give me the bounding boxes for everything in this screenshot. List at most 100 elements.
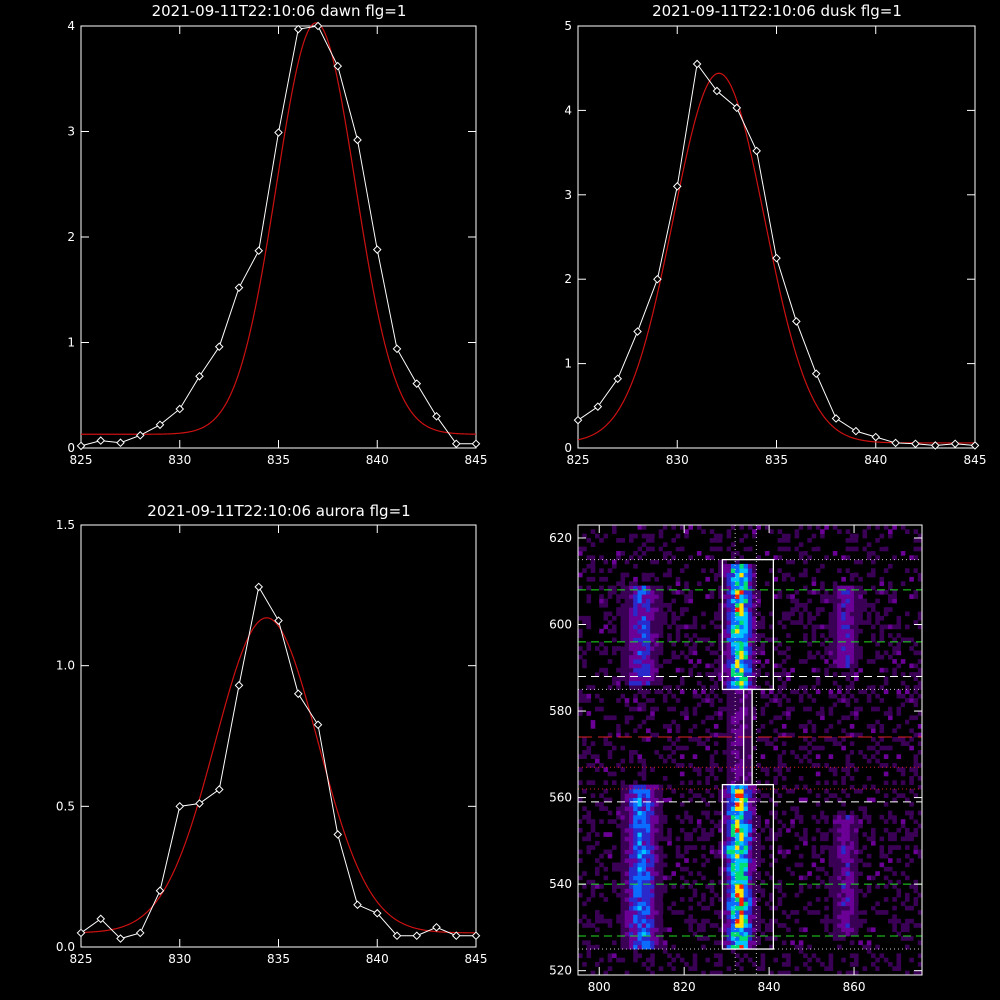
heatmap-cell <box>913 819 919 824</box>
heatmap-cell <box>603 832 609 837</box>
heatmap-cell <box>862 529 868 534</box>
heatmap-cell <box>730 568 736 573</box>
heatmap-cell <box>578 646 583 651</box>
heatmap-cell <box>726 693 732 699</box>
heatmap-cell <box>662 698 668 703</box>
heatmap-cell <box>862 602 868 608</box>
heatmap-cell <box>586 849 592 855</box>
heatmap-cell <box>718 970 723 976</box>
heatmap-cell <box>654 650 659 656</box>
heatmap-cell <box>726 620 732 625</box>
heatmap-cell <box>709 936 715 941</box>
heatmap-cell <box>722 663 727 669</box>
heatmap-cell <box>582 615 587 621</box>
heatmap-cell <box>841 931 846 937</box>
heatmap-cell <box>841 594 846 599</box>
heatmap-cell <box>752 931 757 937</box>
heatmap-cell <box>756 875 761 881</box>
heatmap-cell <box>709 819 715 824</box>
heatmap-cell <box>845 624 851 630</box>
heatmap-cell <box>578 754 583 759</box>
heatmap-cell <box>781 776 787 781</box>
heatmap-cell <box>599 819 604 824</box>
heatmap-cell <box>586 624 592 630</box>
heatmap-cell <box>629 927 634 933</box>
heatmap-cell <box>866 525 872 530</box>
heatmap-cell <box>616 763 621 768</box>
heatmap-cell <box>896 724 902 729</box>
heatmap-cell <box>747 776 753 781</box>
heatmap-cell <box>739 525 744 530</box>
aurora-data-point <box>313 720 323 730</box>
heatmap-cell <box>879 615 885 621</box>
dawn-y-tick-label: 3 <box>67 125 75 139</box>
heatmap-cell <box>629 750 634 755</box>
heatmap-cell <box>747 693 753 699</box>
heatmap-cell <box>637 628 643 634</box>
dusk-data-point <box>891 438 900 448</box>
heatmap-cell <box>803 797 808 803</box>
heatmap-cell <box>794 810 800 816</box>
heatmap-cell <box>747 598 753 604</box>
heatmap-cell <box>824 763 829 768</box>
heatmap-cell <box>773 745 778 751</box>
heatmap-cell <box>654 672 659 677</box>
heatmap-cell <box>841 927 846 933</box>
heatmap-cell <box>629 758 634 764</box>
heatmap-cell <box>658 879 664 885</box>
heatmap-cell <box>820 654 825 660</box>
heatmap-cell <box>905 827 910 833</box>
heatmap-cell <box>837 650 842 656</box>
heatmap-cell <box>905 836 910 842</box>
heatmap-cell <box>722 923 727 928</box>
heatmap-cell <box>629 788 634 794</box>
heatmap-cell <box>854 840 859 846</box>
heatmap-cell <box>595 672 600 677</box>
heatmap-cell <box>735 776 740 781</box>
heatmap-cell <box>905 862 910 868</box>
heatmap-cell <box>909 918 914 924</box>
heatmap-cell <box>905 685 910 690</box>
heatmap-cell <box>735 810 740 816</box>
heatmap-cell <box>629 706 634 712</box>
heatmap-cell <box>646 823 651 829</box>
heatmap-cell <box>735 910 740 915</box>
heatmap-cell <box>624 719 630 725</box>
heatmap-cell <box>743 901 749 907</box>
heatmap-cell <box>845 689 851 695</box>
heatmap-cell <box>629 581 634 586</box>
heatmap-cell <box>603 667 609 673</box>
heatmap-cell <box>633 845 638 850</box>
heatmap-cell <box>735 641 740 647</box>
heatmap-cell <box>760 724 766 729</box>
heatmap-cell <box>909 884 914 889</box>
heatmap-cell <box>841 858 846 863</box>
heatmap-cell <box>837 624 842 630</box>
heatmap-cell <box>883 680 889 686</box>
heatmap-cell <box>726 927 732 933</box>
heatmap-cell <box>917 784 923 790</box>
heatmap-cell <box>730 814 736 820</box>
heatmap-cell <box>743 628 749 634</box>
heatmap-cell <box>679 763 685 768</box>
heatmap-cell <box>654 615 659 621</box>
heatmap-cell <box>667 875 672 881</box>
heatmap-cell <box>675 667 681 673</box>
heatmap-cell <box>752 836 757 842</box>
heatmap-cell <box>756 525 761 530</box>
heatmap-cell <box>688 914 693 920</box>
heatmap-cell <box>807 750 812 755</box>
heatmap-cell <box>709 698 715 703</box>
heatmap-cell <box>599 918 604 924</box>
heatmap-cell <box>624 910 630 915</box>
heatmap-cell <box>883 607 889 612</box>
heatmap-cell <box>764 551 770 556</box>
heatmap-cell <box>739 758 744 764</box>
heatmap-cell <box>650 836 655 842</box>
heatmap-cell <box>781 650 787 656</box>
heatmap-cell <box>909 801 914 807</box>
heatmap-cell <box>752 585 757 591</box>
heatmap-cell <box>646 663 651 669</box>
heatmap-cell <box>735 611 740 617</box>
heatmap-cell <box>620 589 626 595</box>
